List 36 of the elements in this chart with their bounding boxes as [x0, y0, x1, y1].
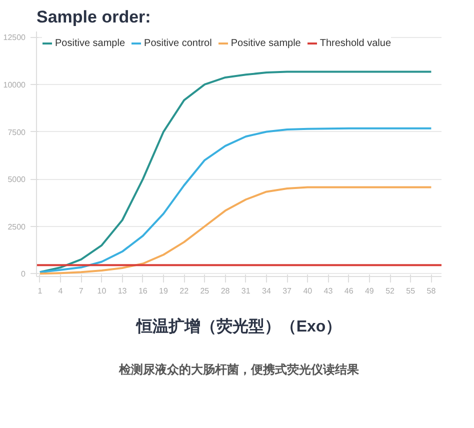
x-tick-label: 43: [324, 286, 334, 296]
chart-title: Sample order:: [36, 8, 151, 26]
x-tick-label: 49: [364, 286, 374, 296]
y-tick-label: 7500: [8, 128, 26, 137]
x-tick-label: 10: [97, 286, 107, 296]
legend-label: Positive sample: [230, 37, 301, 49]
y-tick-label: 2500: [8, 222, 26, 232]
y-tick-label: 5000: [8, 175, 26, 184]
x-tick-label: 46: [344, 286, 354, 296]
x-tick-label: 22: [180, 286, 190, 296]
x-tick-label: 1: [38, 286, 43, 296]
x-tick-label: 7: [78, 286, 84, 296]
x-tick-label: 31: [241, 286, 251, 296]
x-tick-label: 16: [138, 286, 148, 296]
legend-label: Positive control: [144, 37, 212, 49]
y-tick-label: 10000: [3, 80, 26, 90]
x-tick-label: 34: [262, 286, 272, 296]
x-tick-label: 58: [426, 286, 436, 296]
x-tick-label: 52: [386, 286, 396, 296]
text: 检测尿液众的大肠杆菌，便携式荧光仪读结果: [118, 362, 360, 376]
text: 恒温扩增（荧光型）（Exo）: [135, 318, 342, 336]
x-tick-label: 40: [303, 286, 313, 296]
line-series: [38, 127, 432, 274]
y-tick-label: 0: [21, 270, 26, 279]
legend-label: Threshold value: [320, 37, 392, 49]
x-tick-label: 37: [282, 286, 292, 296]
x-tick-label: 55: [406, 286, 416, 296]
x-tick-label: 19: [159, 286, 168, 296]
line-series: [38, 70, 432, 274]
x-tick-label: 28: [220, 286, 230, 296]
x-tick-label: 13: [118, 286, 128, 296]
line-series: [38, 186, 432, 275]
x-tick-label: 25: [200, 286, 210, 296]
y-tick-label: 12500: [3, 33, 26, 42]
legend-label: Positive sample: [55, 37, 126, 49]
x-tick-label: 4: [58, 286, 64, 296]
